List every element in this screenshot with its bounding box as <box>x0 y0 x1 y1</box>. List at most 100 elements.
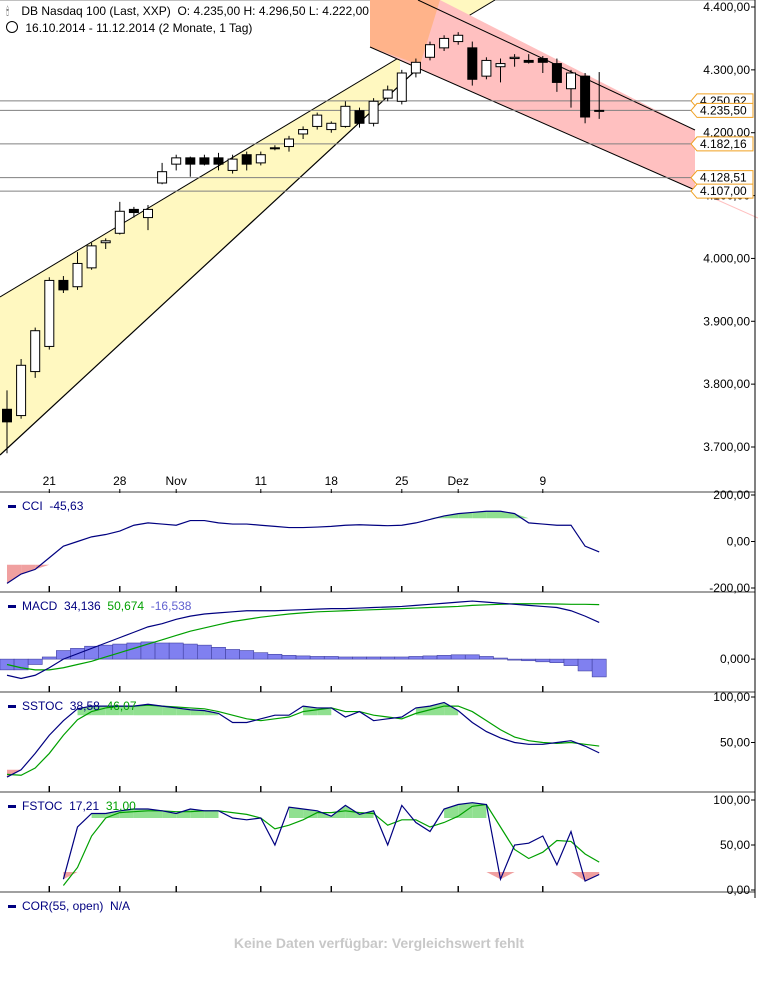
fstoc-k-line <box>62 802 600 882</box>
candle <box>312 112 323 130</box>
indicator-axis-label: 0,000 <box>720 652 750 666</box>
candle <box>199 154 210 166</box>
candle <box>143 205 153 231</box>
candle-body <box>44 279 55 347</box>
candle <box>425 41 435 61</box>
sstoc-label: SSTOC 38,58 46,07 <box>8 699 137 713</box>
price-axis-label: 3.800,00 <box>703 377 750 391</box>
fstoc-overbought-fill <box>458 802 473 818</box>
uptrend-channel-lower-line <box>0 47 441 456</box>
price-tag-box <box>690 136 754 152</box>
macd-histogram-bar <box>211 646 226 660</box>
candle <box>340 101 351 128</box>
candle-body <box>2 408 12 423</box>
macd-histogram-bar <box>253 652 269 660</box>
macd-name: MACD <box>22 599 58 613</box>
candle-body <box>594 109 605 112</box>
candle <box>241 151 252 171</box>
sstoc-overbought-fill <box>119 706 134 716</box>
candle-body <box>382 89 393 99</box>
candle-body <box>368 100 379 124</box>
sstoc-overbought-fill <box>162 706 177 716</box>
fstoc-k-value: 17,21 <box>69 799 100 813</box>
candle <box>171 154 182 171</box>
price-axis-label: 3.700,00 <box>703 440 750 454</box>
candle-body <box>269 147 280 150</box>
sstoc-overbought-fill <box>148 704 163 716</box>
candle-body <box>128 208 139 214</box>
price-tag-label: 4.107,00 <box>700 184 747 198</box>
fstoc-overbought-fill <box>289 807 304 818</box>
cor-label: COR(55, open) N/A <box>8 899 130 913</box>
candlestick-icon: 🕯 <box>6 6 10 18</box>
candle-body <box>340 105 351 127</box>
macd-histogram-bar <box>27 658 43 665</box>
candle-body <box>326 122 337 131</box>
price-tag-box <box>690 102 754 118</box>
instrument-name: DB Nasdaq 100 (Last, XXP) <box>21 4 171 18</box>
date-axis-label: 11 <box>255 474 268 488</box>
downtrend-channel-fill <box>370 0 695 190</box>
candle-body <box>58 279 69 291</box>
sstoc-overbought-fill <box>133 704 148 716</box>
macd-histogram-bar <box>197 644 212 660</box>
date-axis-label: 25 <box>395 474 409 488</box>
candle-body <box>312 114 323 127</box>
cci-overbought-fill <box>472 511 487 519</box>
candle <box>72 252 83 290</box>
macd-signal-value: 50,674 <box>107 599 145 613</box>
macd-histogram-bar <box>394 656 410 660</box>
candle-body <box>16 364 27 417</box>
candle-body <box>481 59 492 77</box>
macd-histogram-bar <box>41 656 57 660</box>
macd-histogram-bar <box>126 642 142 660</box>
candle <box>523 54 534 64</box>
candle-body <box>30 330 41 373</box>
date-axis-label: 9 <box>539 474 546 488</box>
candle-body <box>580 75 591 118</box>
candle-body <box>241 154 252 165</box>
macd-value: 34,136 <box>64 599 101 613</box>
macd-histogram-bar <box>464 654 480 660</box>
price-tag: 4.128,51 <box>690 170 754 186</box>
candle <box>255 151 266 166</box>
candle <box>185 156 196 177</box>
candle <box>213 152 224 171</box>
fstoc-overbought-fill <box>119 809 134 818</box>
macd-line <box>6 600 600 680</box>
macd-histogram-bar <box>309 656 325 660</box>
candle-body <box>523 59 534 63</box>
fstoc-oversold-fill <box>500 872 515 880</box>
candle <box>298 126 309 139</box>
candle <box>551 58 562 92</box>
macd-histogram-bar <box>408 656 424 660</box>
sstoc-k-value: 38,58 <box>69 699 100 713</box>
candle-body <box>227 158 238 171</box>
candle <box>396 69 407 105</box>
macd-histogram-bar <box>267 653 283 660</box>
macd-histogram-bar <box>225 649 240 660</box>
macd-histogram-bar <box>450 654 466 660</box>
fstoc-overbought-fill <box>91 813 106 818</box>
candle-body <box>566 72 576 90</box>
candle-body <box>255 154 266 164</box>
price-tag: 4.235,50 <box>690 102 754 118</box>
candle-body <box>410 61 421 74</box>
date-axis-label: 28 <box>113 474 127 488</box>
candle <box>227 154 238 174</box>
indicator-axis-label: 100,00 <box>713 793 750 807</box>
price-tag: 4.182,16 <box>690 136 754 152</box>
candle-body <box>284 138 294 148</box>
period-text: 16.10.2014 - 11.12.2014 (2 Monate, 1 Tag… <box>25 21 253 35</box>
price-tag-label: 4.182,16 <box>700 137 747 151</box>
candle <box>495 58 506 83</box>
fstoc-oversold-fill <box>571 872 586 881</box>
candle-body <box>157 171 168 184</box>
macd-histogram-bar <box>338 656 353 660</box>
price-tag-box <box>690 183 754 199</box>
cci-overbought-fill <box>514 513 529 519</box>
fstoc-overbought-fill <box>359 810 374 818</box>
candle <box>58 276 69 293</box>
candle-body <box>425 44 435 58</box>
